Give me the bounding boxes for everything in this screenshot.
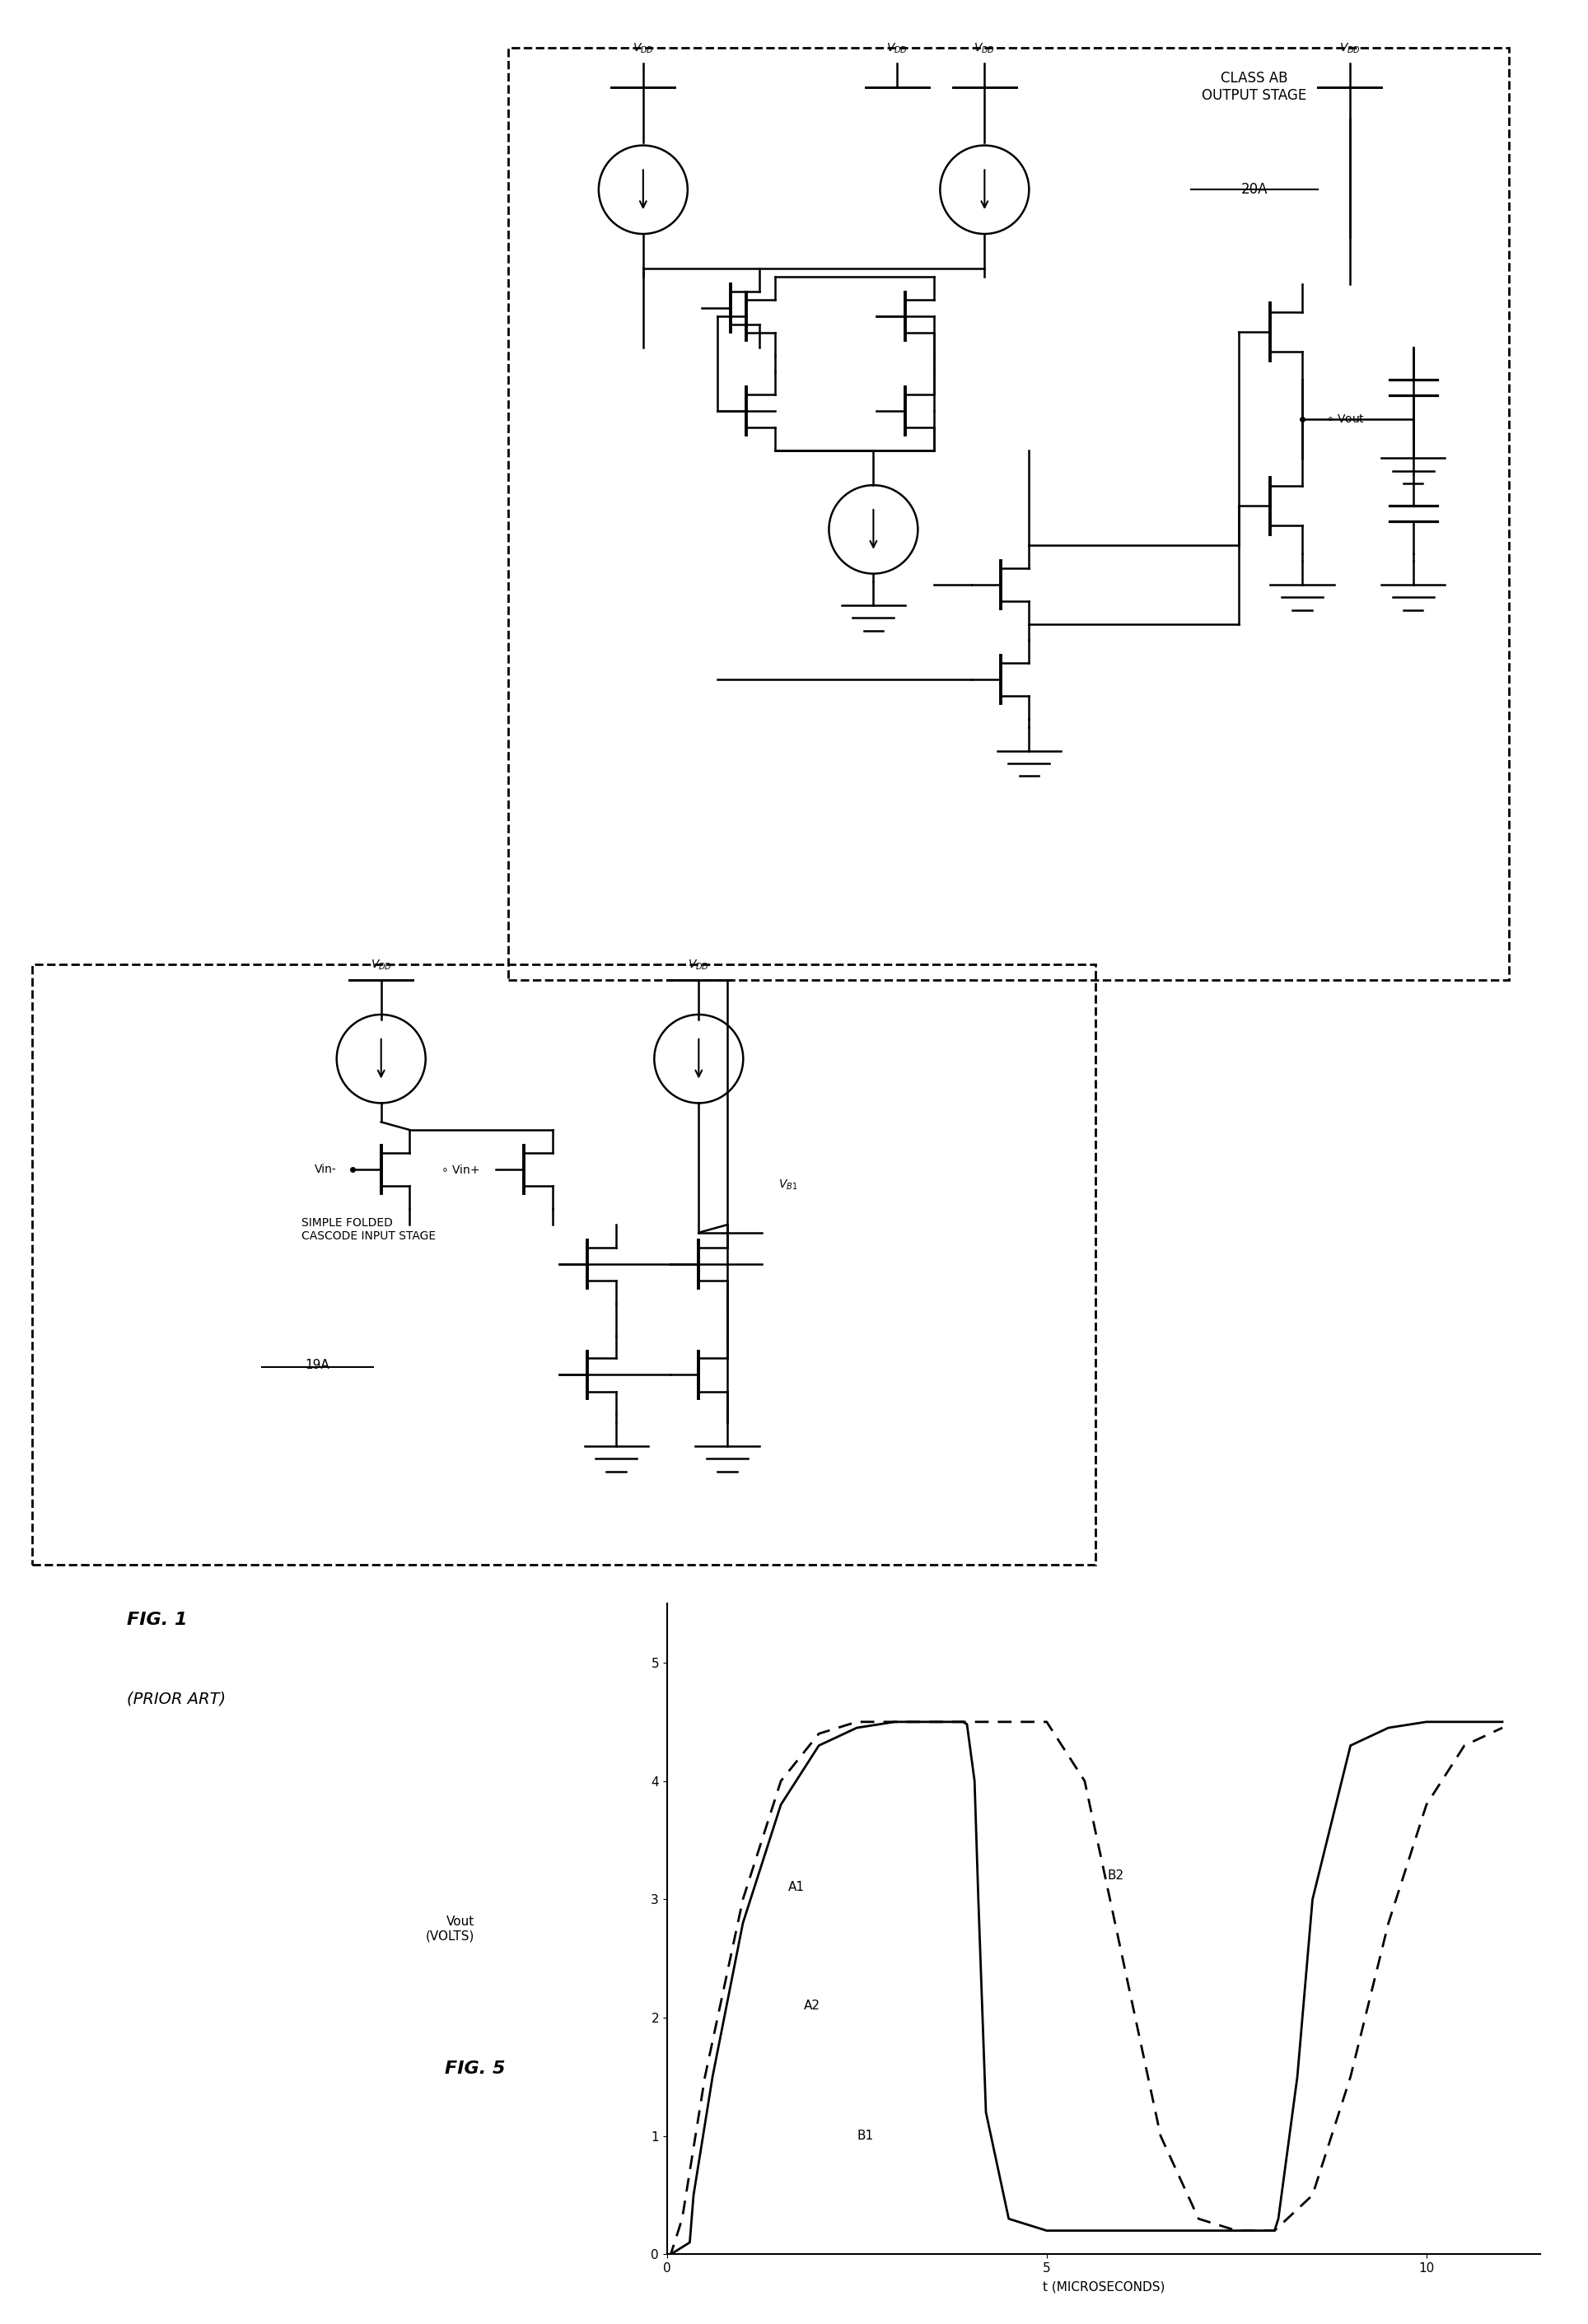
Bar bbox=[32, 964, 1096, 1564]
Text: $\circ$ Vout: $\circ$ Vout bbox=[1326, 414, 1364, 425]
Text: B1: B1 bbox=[858, 2129, 873, 2143]
Text: FIG. 1: FIG. 1 bbox=[127, 1613, 187, 1629]
Text: A1: A1 bbox=[789, 1882, 805, 1894]
Text: $V_{DD}$: $V_{DD}$ bbox=[370, 957, 392, 971]
Text: $V_{DD}$: $V_{DD}$ bbox=[973, 42, 996, 56]
Text: $V_{DD}$: $V_{DD}$ bbox=[632, 42, 654, 56]
Text: A2: A2 bbox=[804, 1999, 819, 2013]
Text: $\circ$ Vin+: $\circ$ Vin+ bbox=[440, 1164, 480, 1176]
Text: Vin-: Vin- bbox=[314, 1164, 337, 1176]
Y-axis label: Vout
(VOLTS): Vout (VOLTS) bbox=[426, 1915, 475, 1943]
Text: 20A: 20A bbox=[1242, 181, 1267, 198]
Text: $V_{B1}$: $V_{B1}$ bbox=[778, 1178, 797, 1192]
Text: FIG. 5: FIG. 5 bbox=[445, 2059, 505, 2078]
Text: 19A: 19A bbox=[305, 1360, 330, 1371]
Bar bbox=[508, 46, 1509, 981]
Text: $V_{DD}$: $V_{DD}$ bbox=[1339, 42, 1361, 56]
Text: $V_{DD}$: $V_{DD}$ bbox=[886, 42, 908, 56]
X-axis label: t (MICROSECONDS): t (MICROSECONDS) bbox=[1043, 2280, 1164, 2294]
Text: SIMPLE FOLDED
CASCODE INPUT STAGE: SIMPLE FOLDED CASCODE INPUT STAGE bbox=[302, 1218, 437, 1241]
Text: $V_{DD}$: $V_{DD}$ bbox=[688, 957, 710, 971]
Text: (PRIOR ART): (PRIOR ART) bbox=[127, 1692, 225, 1706]
Text: CLASS AB
OUTPUT STAGE: CLASS AB OUTPUT STAGE bbox=[1202, 72, 1307, 102]
Text: B2: B2 bbox=[1107, 1868, 1124, 1882]
